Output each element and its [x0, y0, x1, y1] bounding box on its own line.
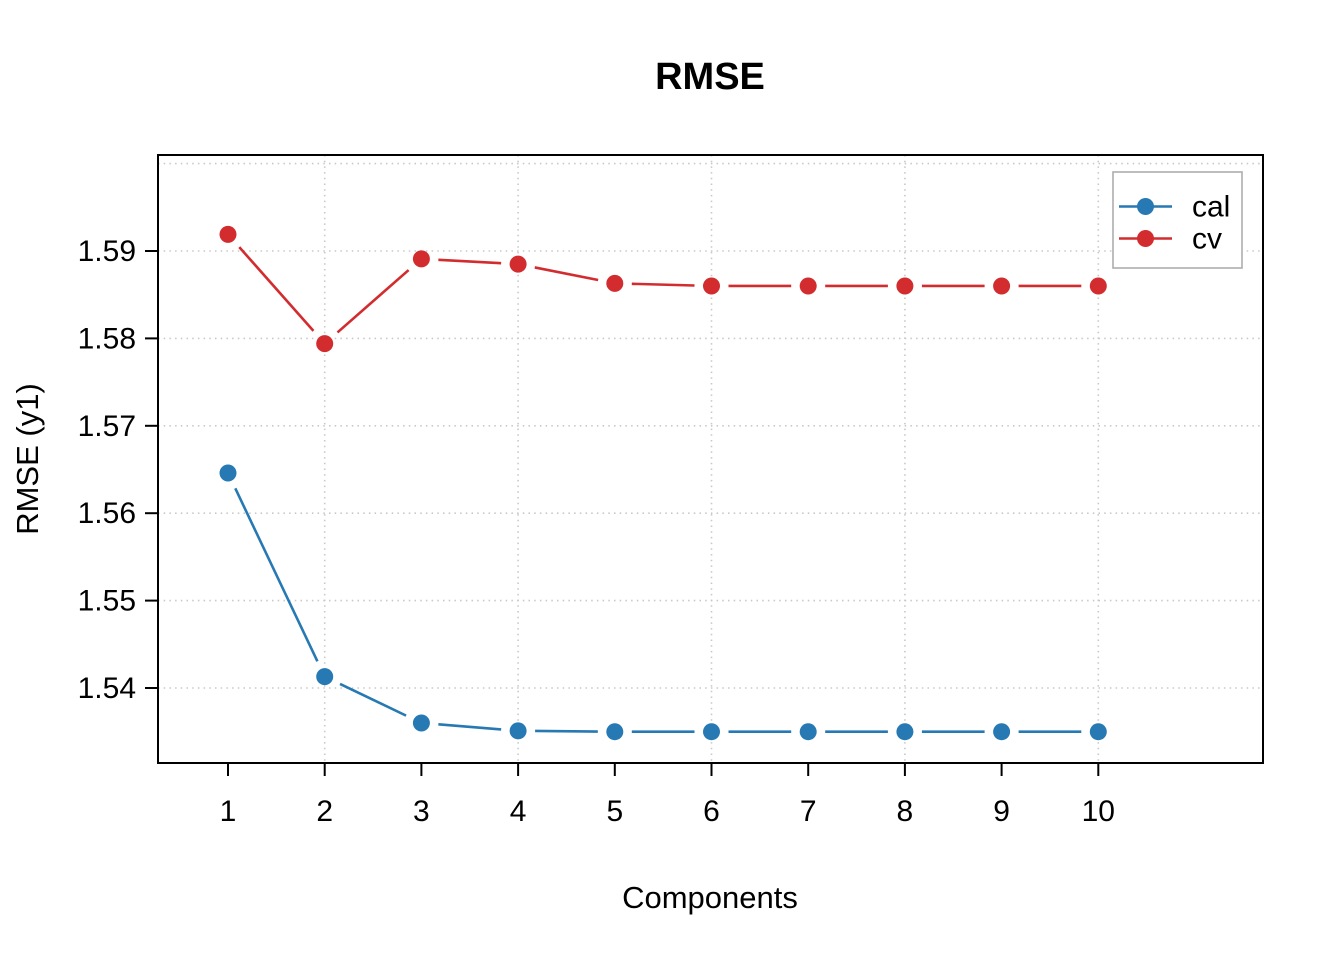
series-cv-segment [438, 258, 502, 265]
series-cv-point [703, 277, 720, 295]
legend-label-cv: cv [1192, 223, 1222, 256]
x-axis-label: Components [622, 880, 798, 915]
series-cal-segment [339, 682, 407, 717]
x-tick-label: 2 [316, 795, 333, 828]
series-cv [219, 225, 1107, 353]
y-tick-label: 1.58 [78, 322, 136, 355]
series-cv-point [316, 335, 334, 353]
x-tick-label: 9 [993, 795, 1010, 828]
series-cal [219, 464, 1107, 741]
series-cv-point [993, 277, 1011, 295]
x-tick-label: 5 [606, 795, 623, 828]
series-cal-point [703, 723, 720, 741]
series-cv-point [219, 225, 237, 243]
y-tick-label: 1.56 [78, 497, 136, 530]
series-cal-point [1089, 723, 1107, 741]
legend-marker-cal [1137, 198, 1154, 215]
series-cv-segment [631, 282, 695, 287]
x-tick-label: 3 [413, 795, 430, 828]
series-cal-point [606, 723, 624, 741]
series-layer [219, 225, 1107, 741]
series-cv-point [606, 274, 624, 292]
x-tick-label: 6 [703, 795, 720, 828]
series-cv-segment [534, 266, 599, 282]
series-cv-point [412, 250, 430, 268]
x-tick-label: 1 [220, 795, 237, 828]
y-tick-label: 1.57 [78, 410, 136, 443]
series-cal-point [219, 464, 237, 482]
series-cal-point [316, 668, 334, 686]
series-cal-segment [535, 729, 598, 733]
series-cal-point [799, 723, 817, 741]
series-cv-point [896, 277, 914, 295]
series-cv-point [509, 255, 527, 273]
series-cal-point [412, 714, 430, 732]
series-cal-segment [438, 723, 502, 731]
x-tick-label: 8 [897, 795, 914, 828]
series-cal-point [993, 723, 1011, 741]
x-tick-label: 10 [1082, 795, 1115, 828]
chart-title: RMSE [655, 56, 765, 98]
series-cv-segment [336, 269, 410, 334]
y-tick-label: 1.59 [78, 235, 136, 268]
series-cv-point [1089, 277, 1107, 295]
y-axis-label: RMSE (y1) [10, 383, 45, 535]
x-tick-label: 7 [800, 795, 817, 828]
legend-marker-cv [1137, 230, 1154, 247]
y-tick-label: 1.55 [78, 585, 136, 618]
series-cv-point [799, 277, 817, 295]
x-axis: 1 2 3 4 5 6 7 8 9 10 [220, 763, 1115, 828]
y-axis: 1.54 1.55 1.56 1.57 1.58 1.59 [78, 235, 158, 705]
series-cal-segment [234, 487, 319, 662]
y-tick-label: 1.54 [78, 672, 136, 705]
series-cal-point [509, 722, 527, 740]
legend-box [1112, 171, 1243, 269]
x-tick-label: 4 [510, 795, 527, 828]
legend-label-cal: cal [1192, 191, 1230, 224]
series-cv-segment [238, 246, 315, 332]
series-cal-point [896, 723, 914, 741]
